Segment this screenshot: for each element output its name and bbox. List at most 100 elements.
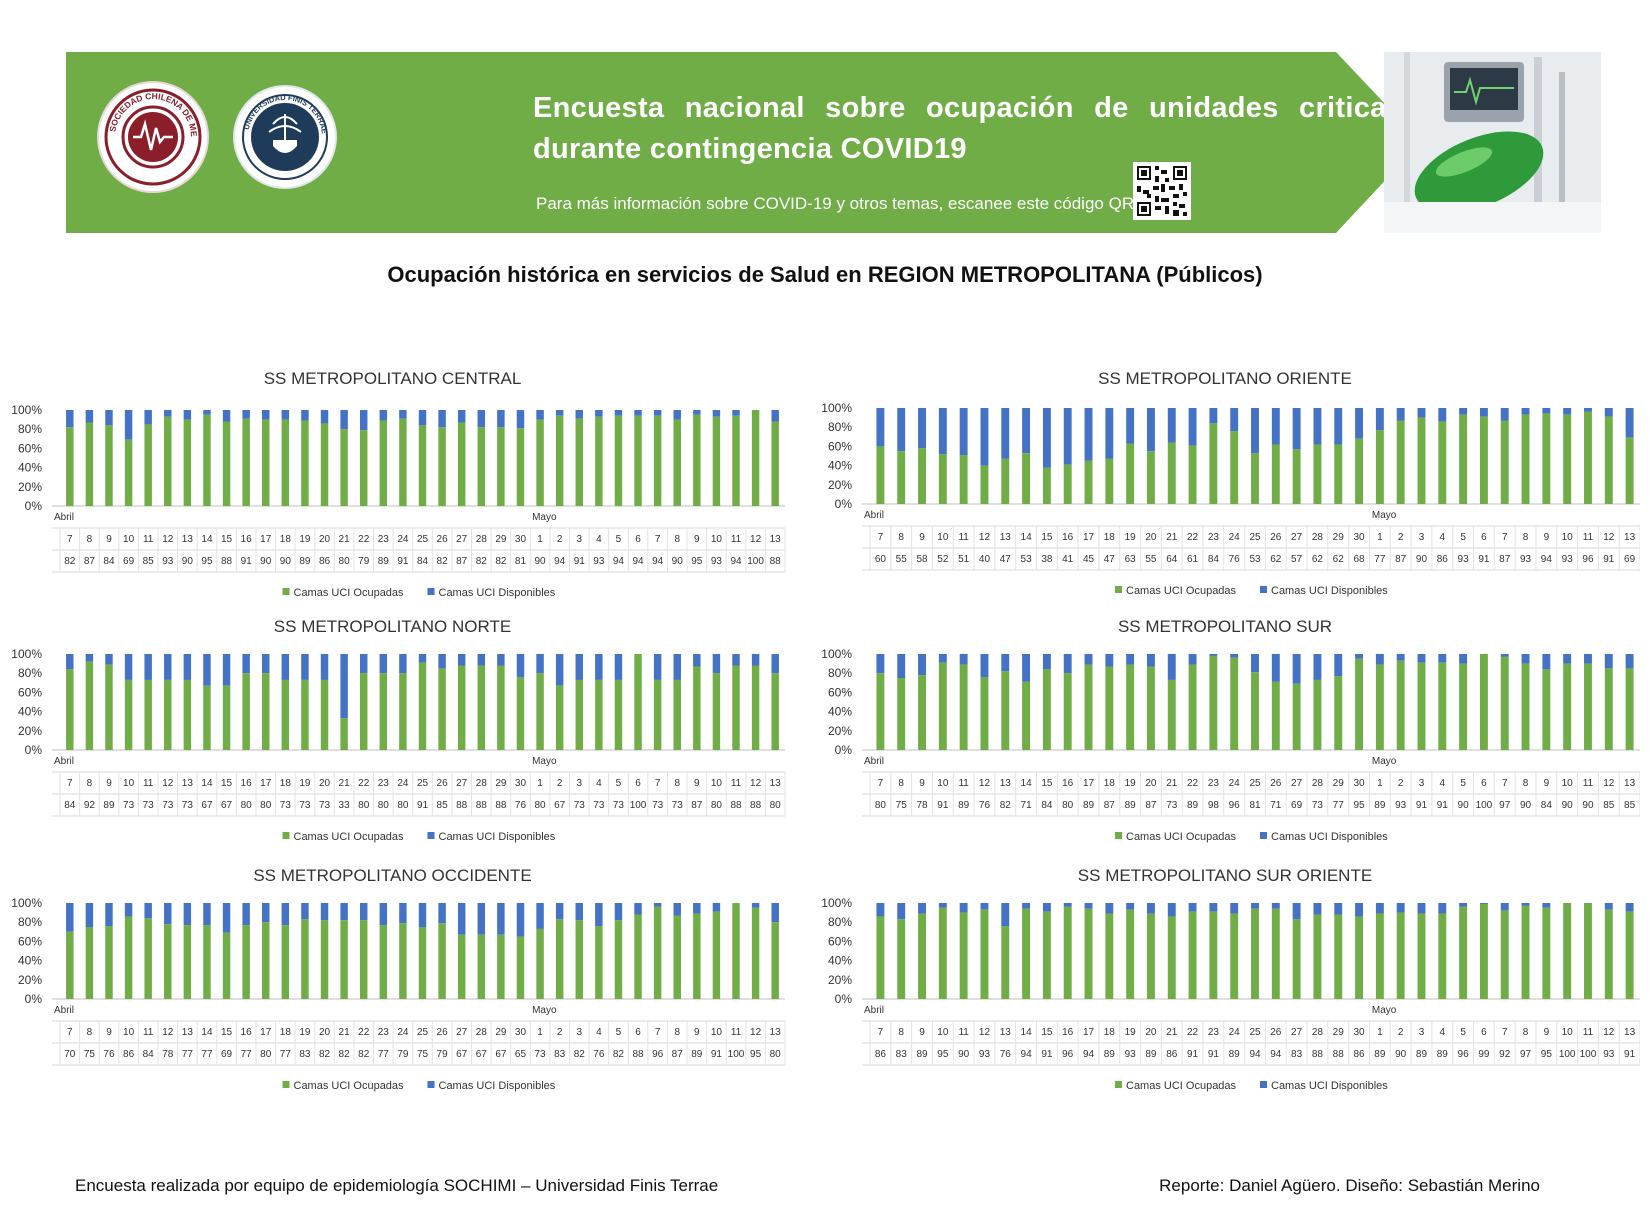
data-label: 90 [1582,800,1594,811]
data-label: 94 [613,556,625,567]
bar-available [1146,408,1155,452]
category-label: 12 [750,778,762,789]
bar-available [918,903,926,914]
bar-occupied [653,906,662,999]
legend-label-occupied: Camas UCI Ocupadas [1126,831,1237,843]
category-label: 1 [537,534,543,545]
bar-occupied [555,919,564,999]
category-label: 8 [87,534,93,545]
bar-available [320,903,329,921]
legend-label-occupied: Camas UCI Ocupadas [1126,1080,1237,1092]
data-label: 87 [1145,800,1157,811]
category-label: 29 [495,1027,507,1038]
category-label: 28 [1312,1027,1324,1038]
bar-available [1459,903,1468,907]
bar-available [1042,903,1051,912]
bar-occupied [771,421,779,506]
data-label: 73 [182,800,194,811]
category-label: 26 [437,778,449,789]
category-label: 24 [1229,532,1241,543]
data-label: 86 [123,1049,135,1060]
bar-occupied [1022,908,1031,999]
bar-available [1542,408,1551,414]
bar-occupied [262,419,270,506]
bar-available [1042,408,1051,468]
bar-available [634,410,642,416]
legend-swatch-occupied [282,832,290,839]
category-label: 12 [162,534,174,545]
data-label: 73 [574,800,586,811]
bar-available [242,903,250,926]
bar-available [1251,903,1259,909]
bar-occupied [1063,464,1072,504]
legend-swatch-occupied [1115,832,1122,839]
bar-available [164,903,172,925]
bar-occupied [418,927,427,999]
data-label: 95 [937,1049,949,1060]
category-label: 9 [1544,1027,1550,1038]
category-label: 9 [1544,532,1550,543]
bar-occupied [105,425,113,506]
bar-available [536,654,544,674]
bar-occupied [457,422,466,506]
data-label: 95 [1541,1049,1553,1060]
category-label: 1 [1377,1027,1383,1038]
bar-available [1084,408,1093,461]
data-label: 80 [241,800,253,811]
category-label: 22 [1187,532,1199,543]
data-label: 63 [1125,554,1137,565]
data-label: 89 [1125,800,1137,811]
bar-occupied [1521,905,1530,999]
bar-occupied [1063,673,1072,750]
bar-occupied [938,907,947,999]
data-label: 82 [319,1049,331,1060]
data-label: 88 [632,1049,644,1060]
category-label: 23 [378,534,390,545]
bar-occupied [1230,913,1239,999]
data-label: 67 [554,800,566,811]
data-label: 62 [1312,554,1324,565]
category-label: 29 [1333,1027,1345,1038]
data-label: 61 [1187,554,1199,565]
bar-available [1604,408,1613,417]
category-label: 23 [1208,532,1220,543]
data-label: 87 [1104,800,1116,811]
bar-occupied [144,918,152,999]
data-label: 81 [515,556,527,567]
data-label: 79 [397,1049,409,1060]
bar-occupied [281,925,290,999]
bar-occupied [379,420,388,506]
bar-available [1500,654,1509,657]
data-label: 84 [103,556,115,567]
bar-available [1105,408,1114,459]
category-label: 5 [1460,778,1466,789]
category-label: 9 [694,778,700,789]
data-label: 80 [875,800,887,811]
footer-credits-right: Reporte: Daniel Agüero. Diseño: Sebastiá… [1159,1176,1540,1195]
bar-occupied [712,416,721,506]
bar-occupied [614,920,623,999]
data-label: 67 [201,800,213,811]
data-label: 73 [672,800,684,811]
data-label: 100 [1580,1049,1597,1060]
bar-occupied [1001,671,1010,750]
data-label: 88 [1333,1049,1345,1060]
bar-occupied [301,919,309,999]
data-label: 88 [456,800,468,811]
bar-occupied [1542,669,1551,750]
month-label: Abril [54,756,74,767]
data-label: 69 [1291,800,1303,811]
bar-available [222,903,231,933]
category-label: 20 [319,778,331,789]
y-tick-label: 20% [828,973,852,987]
data-label: 80 [1062,800,1074,811]
qr-code-icon[interactable] [1133,162,1191,220]
y-tick-label: 40% [828,459,852,473]
bar-available [477,410,486,428]
legend-swatch-occupied [282,588,290,595]
category-label: 25 [1249,1027,1261,1038]
bar-occupied [1001,458,1010,504]
category-label: 8 [87,1027,93,1038]
month-label: Abril [864,1005,884,1016]
category-label: 7 [1502,1027,1508,1038]
